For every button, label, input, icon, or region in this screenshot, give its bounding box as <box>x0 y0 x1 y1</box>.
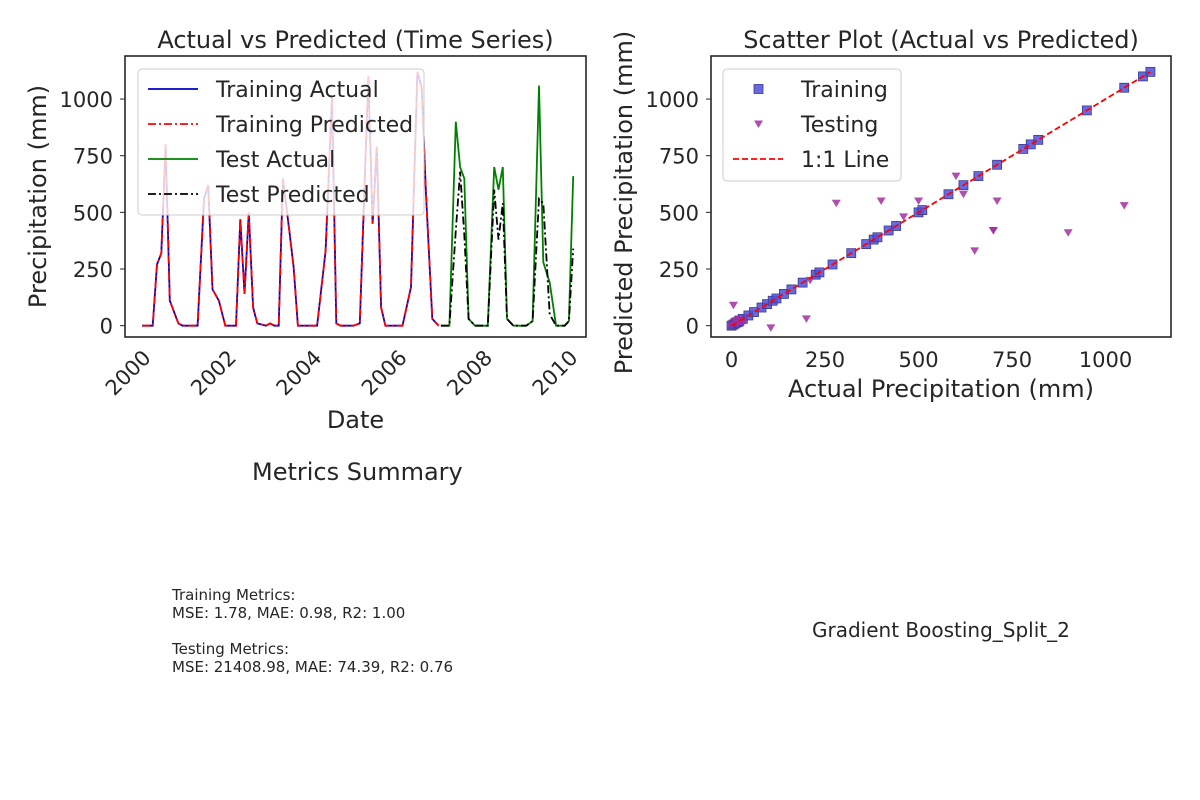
axes-frame <box>124 55 587 338</box>
scatter-chart: Scatter Plot (Actual vs Predicted) 0 250 50… <box>610 26 1172 403</box>
training-point <box>1145 66 1156 77</box>
testing-point <box>899 213 909 221</box>
x-tick-label: 2006 <box>357 346 412 401</box>
chart-title: Scatter Plot (Actual vs Predicted) <box>743 26 1139 54</box>
y-tick-label: 500 <box>659 201 699 225</box>
legend-entry-testing-label: Testing <box>800 113 878 138</box>
time-series-chart: Actual vs Predicted (Time Series) 0 250 500… <box>24 26 587 434</box>
training-point <box>917 205 928 215</box>
legend-entry-training-label: Training <box>800 78 888 103</box>
series-test-predicted-line <box>440 171 575 327</box>
x-axis-label: Actual Precipitation (mm) <box>788 375 1094 403</box>
legend-entry-1-1-line-label: 1:1 Line <box>801 148 889 173</box>
testing-point <box>876 197 886 206</box>
legend-box <box>722 68 902 182</box>
testing-point <box>970 247 980 255</box>
testing-point <box>728 301 738 310</box>
testing-point <box>831 199 841 208</box>
y-tick-label: 250 <box>659 258 699 282</box>
testing-point <box>992 197 1002 206</box>
legend-entry-training-swatch <box>753 84 764 94</box>
metrics-summary-text: Training Metrics: MSE: 1.78, MAE: 0.98, … <box>172 586 454 676</box>
legend-entry-training-actual-label: Training Actual <box>215 78 379 103</box>
legend-box <box>137 68 425 216</box>
y-tick-label: 500 <box>73 201 113 225</box>
x-tick-label: 2004 <box>272 346 327 401</box>
y-tick-label: 0 <box>100 315 113 339</box>
x-tick-label: 2000 <box>101 346 156 401</box>
y-tick-label: 250 <box>73 258 113 282</box>
x-tick-label: 2008 <box>442 346 497 401</box>
x-tick-label: 250 <box>805 348 845 372</box>
legend-entry-training-predicted-label: Training Predicted <box>215 113 413 138</box>
y-tick-label: 0 <box>686 315 699 339</box>
plot-area <box>726 66 1156 332</box>
testing-point <box>1063 229 1073 237</box>
x-axis-label: Date <box>327 406 384 434</box>
testing-point <box>958 190 968 199</box>
testing-point <box>801 315 811 323</box>
legend-entry-test-actual-label: Test Actual <box>215 148 335 173</box>
chart-title: Actual vs Predicted (Time Series) <box>157 26 553 54</box>
testing-point <box>766 324 776 332</box>
series-test-actual-line <box>440 85 575 327</box>
training-point <box>1033 134 1044 145</box>
model-name-label: Gradient Boosting_Split_2 <box>812 618 1070 642</box>
testing-point <box>914 197 924 206</box>
x-tick-label: 0 <box>725 348 738 372</box>
legend: Training Testing 1:1 Line <box>722 68 902 182</box>
x-tick-label: 2002 <box>186 346 241 401</box>
y-axis-label: Precipitation (mm) <box>24 85 52 308</box>
training-point <box>786 284 797 295</box>
testing-point <box>734 315 744 323</box>
testing-point <box>951 172 961 181</box>
y-tick-label: 750 <box>73 145 113 169</box>
series-1-1-line-line <box>731 71 1151 327</box>
x-tick-label: 2010 <box>528 346 583 401</box>
legend-entry-testing-swatch <box>754 120 763 128</box>
training-point <box>872 232 883 243</box>
metrics-summary-title: Metrics Summary <box>252 458 463 486</box>
testing-point <box>805 276 815 285</box>
testing-point <box>988 226 998 235</box>
y-tick-label: 1000 <box>60 88 113 112</box>
y-tick-label: 1000 <box>646 88 699 112</box>
legend: Training Actual Training Predicted Test Ac… <box>137 68 425 216</box>
y-tick-label: 750 <box>659 145 699 169</box>
y-axis-label: Predicted Precipitation (mm) <box>610 31 638 374</box>
x-tick-label: 1000 <box>1079 348 1132 372</box>
axes-frame <box>710 55 1172 338</box>
testing-point <box>1119 202 1129 210</box>
x-tick-label: 750 <box>992 348 1032 372</box>
x-tick-label: 500 <box>899 348 939 372</box>
legend-entry-test-predicted-label: Test Predicted <box>215 183 370 208</box>
